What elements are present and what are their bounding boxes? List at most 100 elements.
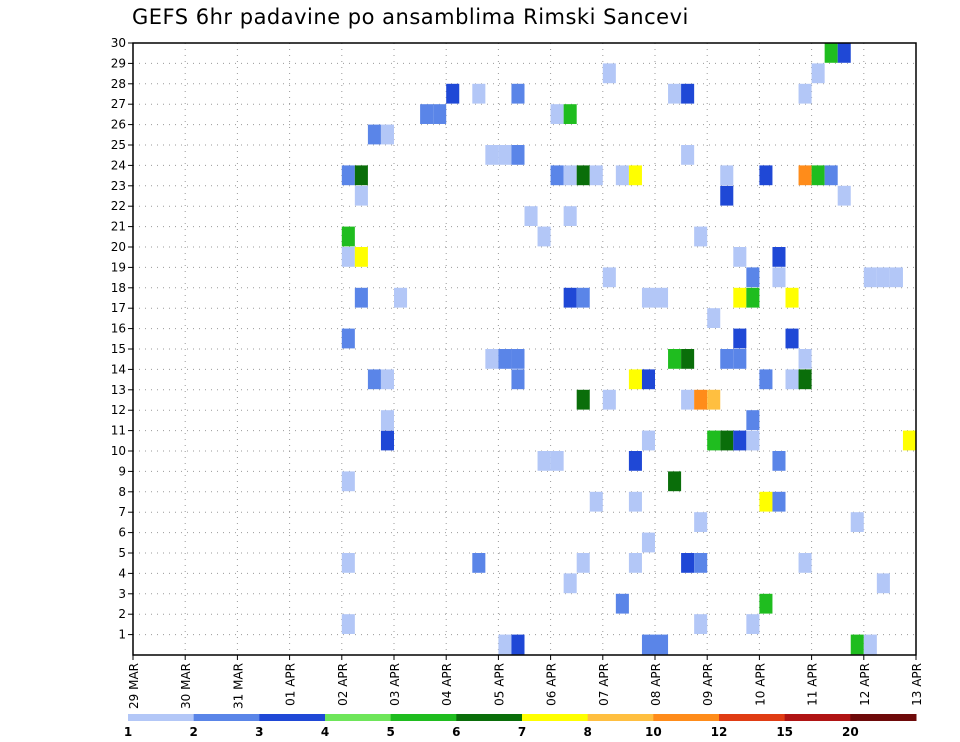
precip-cell xyxy=(394,287,408,308)
colorbar-segment xyxy=(784,714,851,721)
precip-cell xyxy=(772,267,786,288)
precip-cell xyxy=(472,83,486,104)
precip-cell xyxy=(576,165,590,186)
y-tick-label: 8 xyxy=(118,485,126,499)
colorbar-label: 12 xyxy=(711,725,728,739)
precip-cell xyxy=(876,267,890,288)
precip-cell xyxy=(563,573,577,594)
precip-cell xyxy=(759,593,773,614)
precip-cell xyxy=(707,308,721,328)
precip-cell xyxy=(524,206,538,226)
x-tick-label: 12 APR xyxy=(858,663,872,706)
precip-cell xyxy=(511,83,525,104)
x-tick-label: 13 APR xyxy=(910,663,924,706)
axis-ticks xyxy=(128,42,917,660)
precip-cell xyxy=(798,369,812,390)
y-tick-label: 2 xyxy=(118,607,126,621)
precip-cell xyxy=(550,104,564,124)
precip-cell xyxy=(511,145,525,165)
colorbar-segment xyxy=(719,714,786,721)
colorbar-segment xyxy=(850,714,917,721)
x-tick-label: 01 APR xyxy=(284,663,298,706)
precip-cell xyxy=(498,349,512,369)
precip-cell xyxy=(694,614,708,634)
precip-cells xyxy=(341,43,916,655)
precip-cell xyxy=(511,634,525,655)
precip-cell xyxy=(354,165,368,186)
precip-cell xyxy=(707,430,721,451)
precip-cell xyxy=(354,185,368,206)
colorbar-label: 5 xyxy=(386,725,394,739)
colorbar-segment xyxy=(325,714,392,721)
precip-cell xyxy=(420,104,434,124)
colorbar-segment xyxy=(193,714,260,721)
precip-cell xyxy=(785,369,799,390)
x-tick-label: 31 MAR xyxy=(231,663,245,709)
precip-cell xyxy=(498,145,512,165)
precip-cell xyxy=(563,104,577,124)
precip-cell xyxy=(602,63,616,84)
y-tick-label: 1 xyxy=(118,628,126,642)
y-tick-label: 27 xyxy=(111,97,126,111)
precip-cell xyxy=(772,247,786,267)
precip-cell xyxy=(694,389,708,410)
colorbar-label: 10 xyxy=(645,725,662,739)
precip-cell xyxy=(628,451,642,471)
precip-cell xyxy=(485,145,499,165)
y-tick-labels: 1234567891011121314151617181920212223242… xyxy=(111,36,126,642)
precip-cell xyxy=(837,185,851,206)
y-tick-label: 21 xyxy=(111,220,126,234)
y-tick-label: 5 xyxy=(118,546,126,560)
y-tick-label: 22 xyxy=(111,199,126,213)
precip-cell xyxy=(785,287,799,308)
precip-cell xyxy=(367,369,381,390)
colorbar-label: 15 xyxy=(776,725,793,739)
precip-cell xyxy=(641,430,655,451)
x-tick-label: 07 APR xyxy=(597,663,611,706)
y-tick-label: 7 xyxy=(118,505,126,519)
colorbar-label: 8 xyxy=(583,725,591,739)
precip-cell xyxy=(733,430,747,451)
precip-cell xyxy=(798,553,812,573)
y-tick-label: 4 xyxy=(118,566,126,580)
x-tick-label: 11 APR xyxy=(806,663,820,706)
y-tick-label: 15 xyxy=(111,342,126,356)
precip-cell xyxy=(850,512,864,532)
y-tick-label: 13 xyxy=(111,383,126,397)
precip-cell xyxy=(668,471,682,492)
precip-cell xyxy=(746,287,760,308)
x-tick-label: 03 APR xyxy=(388,663,402,706)
precip-cell xyxy=(824,165,838,186)
x-tick-labels: 29 MAR 30 MAR 31 MAR 01 APR 02 APR 03 APR 04 A… xyxy=(127,663,924,709)
chart-title: GEFS 6hr padavine po ansamblima Rimski S… xyxy=(132,5,689,29)
precip-cell xyxy=(589,165,603,186)
precip-cell xyxy=(615,165,629,186)
precip-cell xyxy=(550,451,564,471)
precip-cell xyxy=(746,410,760,430)
precip-cell xyxy=(511,369,525,390)
y-tick-label: 17 xyxy=(111,301,126,315)
colorbar-segment xyxy=(456,714,523,721)
precip-cell xyxy=(641,532,655,553)
precip-cell xyxy=(380,410,394,430)
y-tick-label: 29 xyxy=(111,56,126,70)
y-tick-label: 3 xyxy=(118,587,126,601)
precip-cell xyxy=(850,634,864,655)
colorbar-segment xyxy=(587,714,654,721)
precip-cell xyxy=(341,226,355,247)
precip-cell xyxy=(876,573,890,594)
precip-cell xyxy=(341,328,355,349)
precip-cell xyxy=(694,553,708,573)
colorbar-label: 1 xyxy=(124,725,132,739)
precip-cell xyxy=(694,512,708,532)
colorbar-label: 3 xyxy=(255,725,263,739)
precip-cell xyxy=(655,634,669,655)
precip-cell xyxy=(576,287,590,308)
precip-cell xyxy=(354,247,368,267)
precip-cell xyxy=(576,553,590,573)
precip-cell xyxy=(615,593,629,614)
precip-cell xyxy=(602,389,616,410)
precip-cell xyxy=(746,267,760,288)
precip-cell xyxy=(380,124,394,145)
precip-cell xyxy=(341,471,355,492)
